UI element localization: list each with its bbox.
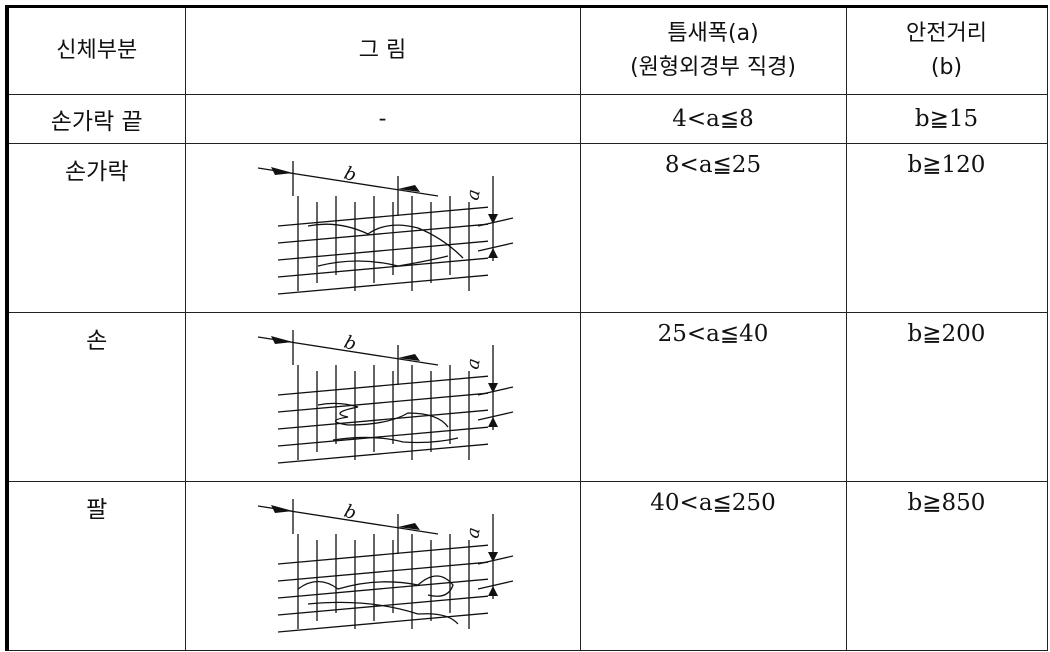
arrowhead [487,383,498,393]
header-line: (b) [930,55,963,80]
sketch-line [277,561,488,582]
dimension-label: a [462,526,485,540]
arrowhead [487,552,498,562]
safety-distance: b≧850 [845,481,1048,651]
sketch: ba [257,161,513,295]
arrowhead [487,586,498,596]
sketch-line [277,375,488,396]
sketch-line [277,274,488,295]
safety-distance: b≧15 [845,94,1048,144]
gap-width: 25<a≦40 [579,312,847,482]
sketch: ba [257,499,513,633]
body-part: 손가락 [6,143,186,313]
sketch-line [277,392,488,413]
safety-distance-table: 신체부분 그 림 틈새폭(a) (원형외경부 직경) 안전거리 (b) 손가락 끝 -4<a≦… [5,5,1048,651]
arrowhead [397,523,420,530]
sketch-line [477,242,513,252]
hand-outline [297,575,458,625]
header-line: 신체부분 [56,38,138,63]
header-cell: 그 림 [184,6,581,95]
dimension-label: a [462,357,485,371]
sketch-line [277,223,488,244]
sketch-line [277,544,488,565]
safety-distance: b≧120 [845,143,1048,313]
gap-width: 40<a≦250 [579,481,847,651]
sketch-line [477,555,513,565]
header-cell: 틈새폭(a) (원형외경부 직경) [579,6,847,95]
sketch-line [277,443,488,464]
header-cell: 신체부분 [6,6,186,95]
sketch-line [477,580,513,590]
body-row: 손 b a 25<a≦40 b≧200 [6,312,1048,482]
hand-outline [307,223,463,267]
sketch: ba [257,330,513,464]
sketch-line [477,217,513,227]
body-part: 팔 [6,481,186,651]
body-row: 손가락 b a 8<a≦25 b≧120 [6,143,1048,313]
body-part: 손가락 끝 [6,94,186,144]
hand-outline [317,402,458,444]
arrowhead [270,336,293,344]
sketch-line [477,411,513,421]
figure: - [184,94,581,144]
body-row: 팔 b a 40<a≦250 b≧850 [6,481,1048,651]
header-row: 신체부분 그 림 틈새폭(a) (원형외경부 직경) 안전거리 (b) [6,6,1048,95]
arrowhead [487,214,498,224]
dimension-label: a [462,188,485,202]
sketch-line [477,386,513,396]
sketch-line [277,206,488,227]
header-line: 안전거리 [906,21,987,46]
arrowhead [270,505,293,513]
header-cell: 안전거리 (b) [845,6,1048,95]
gap-width: 8<a≦25 [579,143,847,313]
sketch-line [277,240,488,261]
gap-width: 4<a≦8 [579,94,847,144]
sketch-line [277,257,488,278]
sketch-line [277,426,488,447]
body-part: 손 [6,312,186,482]
arrowhead [487,417,498,427]
header-line: 그 림 [358,38,407,63]
sketch-line [277,578,488,599]
arrowhead [397,185,420,192]
arrowhead [270,167,293,175]
safety-distance: b≧200 [845,312,1048,482]
sketch-line [277,409,488,430]
arrowhead [397,354,420,361]
arrowhead [487,248,498,258]
sketch-line [277,612,488,633]
header-line: (원형외경부 직경) [630,55,796,80]
header-line: 틈새폭(a) [667,21,759,46]
body-row: 손가락 끝 -4<a≦8 b≧15 [6,94,1048,144]
